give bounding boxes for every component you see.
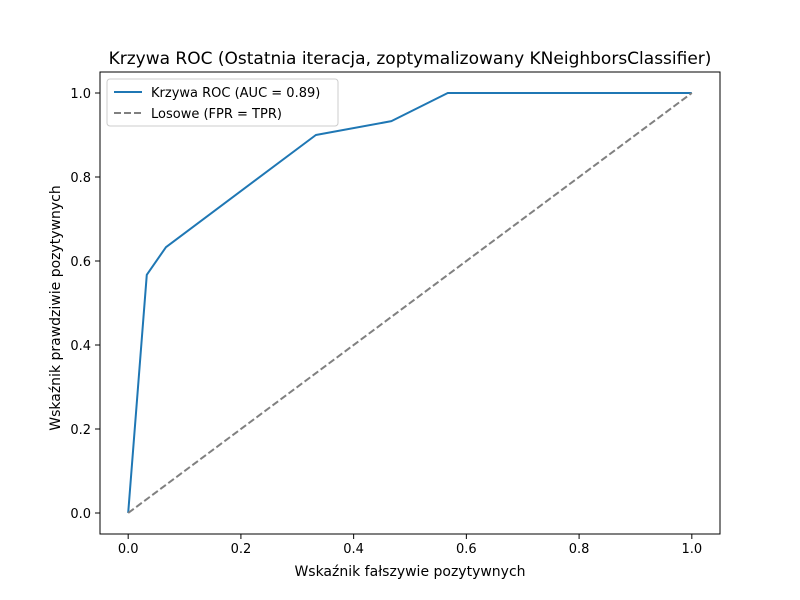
y-tick-label: 0.2 — [70, 423, 91, 438]
x-tick-label: 1.0 — [681, 542, 702, 557]
legend-label-random: Losowe (FPR = TPR) — [151, 107, 282, 122]
y-tick-label: 0.0 — [70, 507, 91, 522]
legend: Krzywa ROC (AUC = 0.89) Losowe (FPR = TPR… — [106, 78, 339, 127]
y-tick-label: 0.4 — [70, 339, 91, 354]
legend-label-roc: Krzywa ROC (AUC = 0.89) — [151, 86, 320, 101]
x-tick-label: 0.4 — [343, 542, 364, 557]
legend-box — [106, 78, 339, 127]
x-tick-label: 0.6 — [456, 542, 477, 557]
plot-area: 0.0 0.2 0.4 0.6 0.8 1.0 0.0 0.2 0.4 0.6 0.8 1.0 Krzy… — [70, 71, 721, 557]
x-tick-label: 0.0 — [118, 542, 139, 557]
x-axis-title: Wskaźnik fałszywie pozytywnych — [294, 564, 525, 580]
y-tick-label: 0.6 — [70, 255, 91, 270]
x-tick-label: 0.8 — [569, 542, 590, 557]
chart-title: Krzywa ROC (Ostatnia iteracja, zoptymali… — [109, 49, 712, 69]
roc-curve-line — [127, 92, 692, 514]
axes-frame — [99, 71, 721, 535]
random-baseline-line — [127, 92, 693, 514]
y-axis-title: Wskaźnik prawdziwie pozytywnych — [48, 185, 64, 431]
y-tick-label: 1.0 — [70, 87, 91, 102]
x-tick-label: 0.2 — [231, 542, 252, 557]
y-tick-label: 0.8 — [70, 171, 91, 186]
